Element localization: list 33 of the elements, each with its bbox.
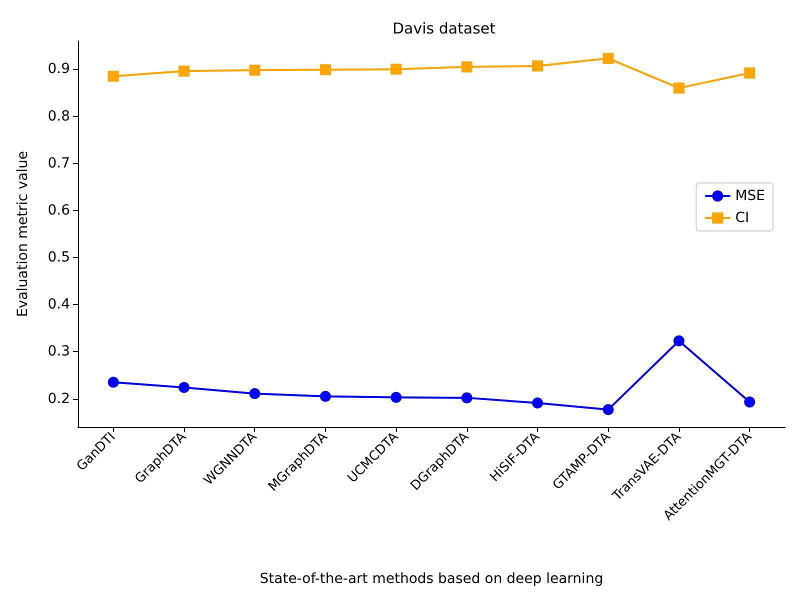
x-axis-title: State-of-the-art methods based on deep learning bbox=[260, 571, 604, 587]
y-axis-title: Evaluation metric value bbox=[15, 150, 31, 318]
y-tick-label: 0.4 bbox=[48, 296, 70, 313]
point bbox=[178, 66, 190, 77]
legend-label: CI bbox=[735, 210, 750, 226]
point bbox=[249, 64, 260, 76]
y-tick-label: 0.5 bbox=[48, 250, 70, 266]
point bbox=[461, 392, 472, 404]
y-tick-label: 0.9 bbox=[48, 61, 70, 78]
point bbox=[744, 396, 756, 408]
point bbox=[390, 392, 402, 403]
y-tick-label: 0.8 bbox=[48, 108, 70, 124]
point bbox=[744, 68, 756, 79]
point bbox=[673, 335, 684, 346]
y-tick-label: 0.7 bbox=[48, 155, 70, 172]
point bbox=[320, 64, 331, 76]
point bbox=[108, 70, 119, 82]
point bbox=[320, 390, 331, 402]
y-tick-label: 0.3 bbox=[48, 344, 70, 360]
point bbox=[178, 382, 190, 393]
point bbox=[532, 60, 544, 72]
y-tick-label: 0.6 bbox=[48, 202, 70, 218]
point bbox=[249, 388, 260, 400]
point bbox=[532, 397, 544, 408]
point bbox=[108, 376, 119, 388]
y-tick-label: 0.2 bbox=[48, 390, 70, 407]
point bbox=[673, 82, 684, 94]
chart-title: Davis dataset bbox=[392, 20, 496, 38]
legend-label: MSE bbox=[735, 188, 765, 204]
point bbox=[461, 61, 472, 72]
point bbox=[390, 64, 402, 75]
point bbox=[602, 52, 614, 64]
point bbox=[602, 404, 614, 416]
